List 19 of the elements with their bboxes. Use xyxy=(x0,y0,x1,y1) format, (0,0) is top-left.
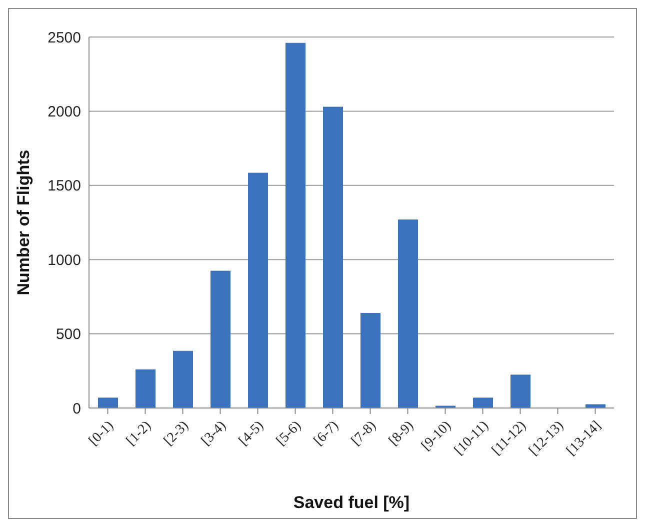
y-tick-label: 0 xyxy=(72,400,81,418)
bar xyxy=(323,106,343,408)
bar xyxy=(98,398,118,408)
bar xyxy=(398,220,418,408)
bar xyxy=(210,270,230,408)
bar xyxy=(286,42,306,408)
bar xyxy=(360,313,380,408)
bar xyxy=(473,398,493,408)
y-tick-label: 500 xyxy=(56,326,81,344)
y-tick-label: 1500 xyxy=(48,178,81,195)
y-axis-title: Number of Flights xyxy=(14,150,34,296)
x-axis-title: Saved fuel [%] xyxy=(293,493,410,512)
y-tick-label: 2500 xyxy=(48,29,81,46)
bar xyxy=(248,172,268,408)
y-tick-label: 2000 xyxy=(48,104,81,121)
bar xyxy=(136,369,156,408)
y-tick-label: 1000 xyxy=(48,252,81,269)
bar xyxy=(173,350,193,408)
bar xyxy=(510,374,530,408)
